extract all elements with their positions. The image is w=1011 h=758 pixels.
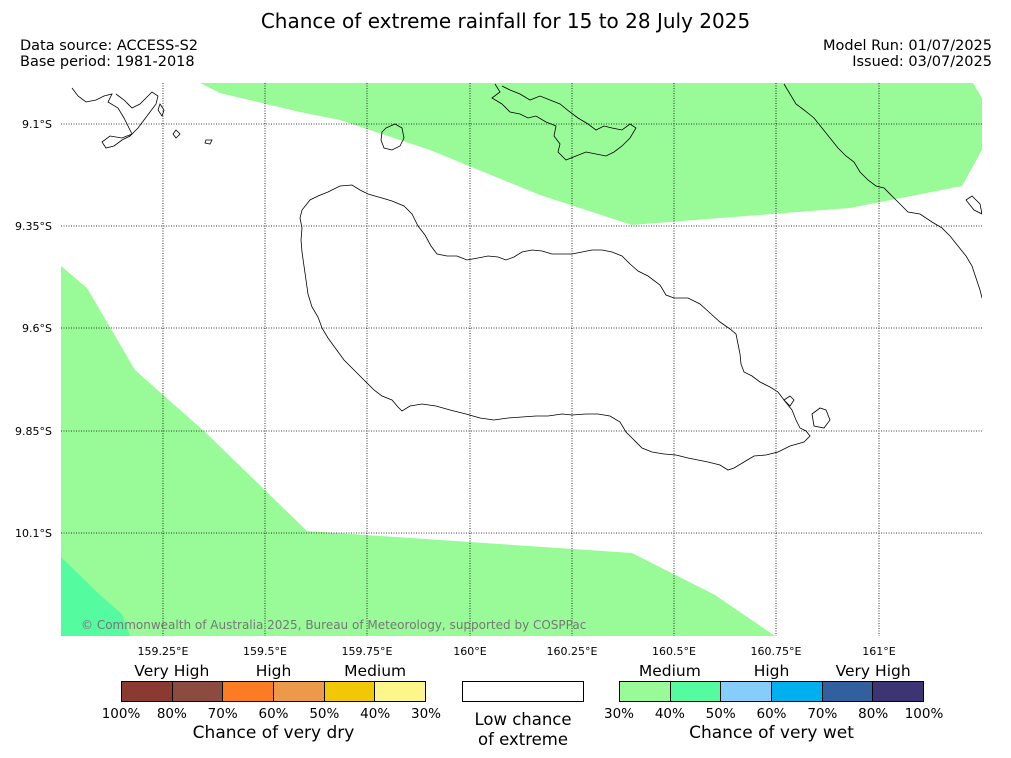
wet-tick-label: 80%: [858, 706, 889, 722]
dry-color-swatch: [324, 682, 376, 701]
dry-tick-label: 100%: [101, 706, 141, 722]
islet-coastline: [172, 129, 181, 139]
low-chance-swatch: [462, 681, 584, 702]
malaita-coastline: [783, 83, 982, 299]
wet-tick-label: 40%: [654, 706, 685, 722]
guadalcanal-coastline: [299, 184, 811, 471]
model-run: Model Run: 01/07/2025: [822, 38, 992, 54]
wet-color-swatch: [873, 682, 924, 701]
islet-coastline: [204, 139, 213, 145]
dry-tick-label: 40%: [360, 706, 391, 722]
dry-category-label: High: [255, 662, 292, 680]
wet-legend-label: Chance of very wet: [689, 723, 854, 743]
run-info: Model Run: 01/07/2025 Issued: 03/07/2025: [823, 38, 992, 70]
longitude-label: 159.25°E: [137, 645, 189, 658]
dry-tick-label: 30%: [410, 706, 441, 722]
dry-color-swatch: [172, 682, 224, 701]
wet-color-swatch: [772, 682, 823, 701]
longitude-label: 161°E: [862, 645, 896, 658]
wet-color-bar: [619, 681, 924, 702]
latitude-label: 9.6°S: [22, 322, 52, 335]
wet-tick-label: 60%: [756, 706, 787, 722]
dry-legend-label: Chance of very dry: [192, 723, 355, 743]
medium-high-wet-region: [61, 557, 130, 636]
russell-islands-coastline: [71, 87, 159, 149]
longitude-label: 159.75°E: [341, 645, 393, 658]
dry-category-label: Medium: [344, 662, 407, 680]
dry-color-swatch: [375, 682, 426, 701]
longitude-label: 160.75°E: [750, 645, 802, 658]
islet-coastline: [157, 103, 165, 117]
source-info: Data source: ACCESS-S2 Base period: 1981…: [20, 38, 198, 70]
base-period: Base period: 1981-2018: [20, 54, 195, 70]
wet-category-label: High: [753, 662, 790, 680]
coastlines: [71, 83, 982, 471]
longitude-label: 159.5°E: [243, 645, 287, 658]
wet-color-swatch: [670, 682, 722, 701]
dry-category-label: Very High: [134, 662, 210, 680]
grid-lines: [61, 83, 982, 636]
low-chance-line2: of extreme: [477, 730, 569, 749]
wet-tick-label: 100%: [904, 706, 944, 722]
wet-category-label: Very High: [835, 662, 911, 680]
islet-coastline: [811, 407, 831, 429]
longitude-label: 160.5°E: [652, 645, 696, 658]
issued-date: Issued: 03/07/2025: [852, 54, 992, 70]
dry-tick-label: 80%: [156, 706, 187, 722]
low-chance-line1: Low chance: [474, 710, 572, 729]
dry-tick-label: 60%: [258, 706, 289, 722]
latitude-label: 9.35°S: [15, 220, 52, 233]
islet-coastline: [380, 123, 405, 151]
map-title: Chance of extreme rainfall for 15 to 28 …: [260, 9, 751, 33]
longitude-label: 160°E: [453, 645, 487, 658]
medium-wet-region-north: [200, 83, 982, 225]
dry-color-swatch: [122, 682, 173, 701]
medium-wet-region-southwest: [61, 266, 775, 636]
florida-islands-coastline: [491, 83, 637, 161]
low-chance-label: Low chance of extreme: [463, 710, 583, 750]
dry-tick-label: 50%: [309, 706, 340, 722]
wet-tick-label: 30%: [603, 706, 634, 722]
wet-color-swatch: [620, 682, 671, 701]
wet-tick-label: 70%: [807, 706, 838, 722]
dry-tick-label: 70%: [207, 706, 238, 722]
latitude-label: 10.1°S: [15, 527, 52, 540]
copyright-notice: © Commonwealth of Australia 2025, Bureau…: [81, 618, 587, 632]
dry-color-swatch: [274, 682, 325, 701]
wet-category-label: Medium: [638, 662, 701, 680]
data-source: Data source: ACCESS-S2: [20, 38, 199, 54]
wet-tick-label: 50%: [705, 706, 736, 722]
wet-color-swatch: [721, 682, 773, 701]
latitude-label: 9.1°S: [22, 118, 52, 131]
longitude-label: 160.25°E: [546, 645, 598, 658]
islet-coastline: [783, 395, 795, 407]
map-canvas: [61, 83, 982, 636]
dry-color-bar: [121, 681, 426, 702]
wet-color-swatch: [822, 682, 874, 701]
latitude-label: 9.85°S: [15, 425, 52, 438]
malaita-coastline: [965, 195, 982, 215]
dry-color-swatch: [223, 682, 275, 701]
